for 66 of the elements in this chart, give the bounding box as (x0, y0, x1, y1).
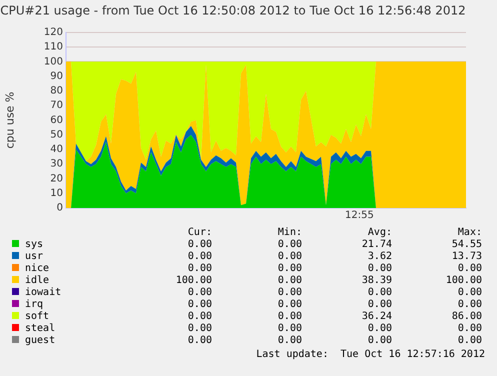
legend-label: nice (24, 263, 50, 275)
text: 86.00 (450, 311, 482, 323)
text: 0.00 (186, 299, 212, 311)
text: 0.00 (186, 287, 212, 299)
legend-label: usr (24, 251, 44, 263)
y-tick-label: 80 (50, 86, 63, 97)
legend-label: irq (24, 299, 44, 311)
chart-title: CPU#21 usage - from Tue Oct 16 12:50:08 2012 to Tue Oct 16 12:56:48 2012 (0, 3, 466, 18)
text: 0.00 (456, 299, 482, 311)
y-tick-label: 20 (50, 173, 63, 184)
y-tick-label: 50 (50, 129, 63, 140)
text: Max: (456, 227, 482, 239)
legend-label: iowait (24, 287, 62, 299)
text: 0.00 (186, 323, 212, 335)
text: 0.00 (456, 323, 482, 335)
y-tick-label: 70 (50, 100, 63, 112)
text: 0.00 (276, 287, 302, 299)
text: 0.00 (366, 335, 392, 347)
text: 3.62 (366, 251, 392, 263)
legend-label: guest (24, 335, 56, 347)
text: 0.00 (456, 263, 482, 275)
text: 0.00 (276, 299, 302, 311)
legend-label: idle (24, 275, 50, 287)
text: 0.00 (456, 335, 482, 347)
y-tick-label: 40 (50, 144, 63, 156)
text: 36.24 (360, 311, 392, 323)
text: 54.55 (450, 239, 482, 251)
text: 0.00 (186, 335, 212, 347)
text: 0.00 (186, 239, 212, 251)
y-tick-label: 90 (50, 70, 63, 82)
text: 0.00 (276, 335, 302, 347)
text: 0.00 (186, 251, 212, 263)
text: Avg: (366, 227, 392, 239)
text: 0.00 (186, 311, 212, 323)
text: 38.39 (360, 275, 392, 287)
legend-label: steal (24, 323, 56, 335)
y-tick-label: 10 (50, 188, 63, 199)
text: 0.00 (276, 275, 302, 287)
text: 100.00 (174, 275, 212, 287)
text: 0.00 (366, 287, 392, 299)
y-tick-label: 110 (44, 42, 63, 53)
text: 21.74 (360, 239, 392, 251)
text: 0.00 (186, 263, 212, 275)
y-axis-title: cpu use % (3, 92, 16, 149)
text: 100.00 (444, 275, 482, 287)
text: 0.00 (276, 311, 302, 323)
text: 0.00 (276, 239, 302, 251)
text: 0.00 (276, 323, 302, 335)
legend-label: soft (24, 311, 50, 323)
legend-label: sys (24, 239, 44, 251)
text: 0.00 (276, 251, 302, 263)
text: 0.00 (366, 263, 392, 275)
text: 12:55 (345, 210, 374, 221)
y-tick-label: 120 (44, 26, 63, 38)
text: Min: (276, 227, 302, 239)
text: 0.00 (366, 323, 392, 335)
text: 13.73 (450, 251, 482, 263)
text: Cur: (186, 227, 212, 239)
text: 0.00 (456, 287, 482, 299)
y-tick-label: 0 (56, 202, 63, 214)
text: Last update: Tue Oct 16 12:57:16 2012 (256, 349, 485, 360)
y-tick-label: 60 (50, 114, 63, 126)
y-tick-label: 30 (50, 158, 63, 170)
text: 0.00 (366, 299, 392, 311)
y-tick-label: 100 (44, 56, 63, 68)
text: 0.00 (276, 263, 302, 275)
